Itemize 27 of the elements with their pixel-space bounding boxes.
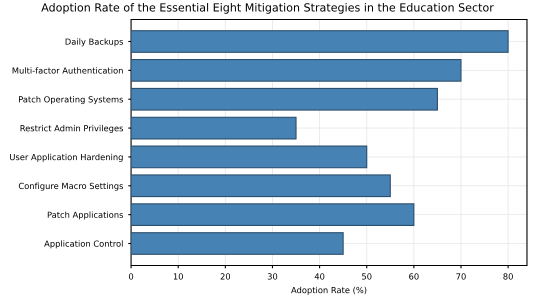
bar <box>131 116 297 140</box>
y-tick-label: User Application Hardening <box>10 154 123 162</box>
y-tick-label: Configure Macro Settings <box>18 182 124 191</box>
y-tick-label: Patch Applications <box>48 211 124 220</box>
x-tick-label: 10 <box>174 273 183 280</box>
bar <box>131 146 368 168</box>
y-tick-label: Restrict Admin Privileges <box>20 124 124 133</box>
bar <box>131 232 344 255</box>
x-tick-label: 50 <box>362 273 372 280</box>
bar <box>131 174 391 198</box>
x-tick-label: 20 <box>220 273 230 280</box>
x-tick-label: 30 <box>268 273 278 280</box>
x-tick-label: 60 <box>409 273 419 280</box>
x-axis-title: Adoption Rate (%) <box>291 286 366 295</box>
bar <box>131 88 438 111</box>
y-tick-label: Multi-factor Authentication <box>12 67 123 74</box>
x-tick-label: 70 <box>456 273 466 280</box>
bar <box>131 30 509 53</box>
y-tick-label: Patch Operating Systems <box>18 96 124 104</box>
y-tick-label: Daily Backups <box>66 38 124 46</box>
y-tick-label: Application Control <box>44 240 123 248</box>
bar <box>131 58 462 82</box>
bar <box>131 203 414 226</box>
chart-title: Adoption Rate of the Essential Eight Mitigation Strategies in the Education Sector <box>41 3 494 14</box>
x-tick-label: 40 <box>314 273 324 280</box>
x-tick-label: 0 <box>128 273 134 280</box>
x-tick-label: 80 <box>503 273 513 280</box>
